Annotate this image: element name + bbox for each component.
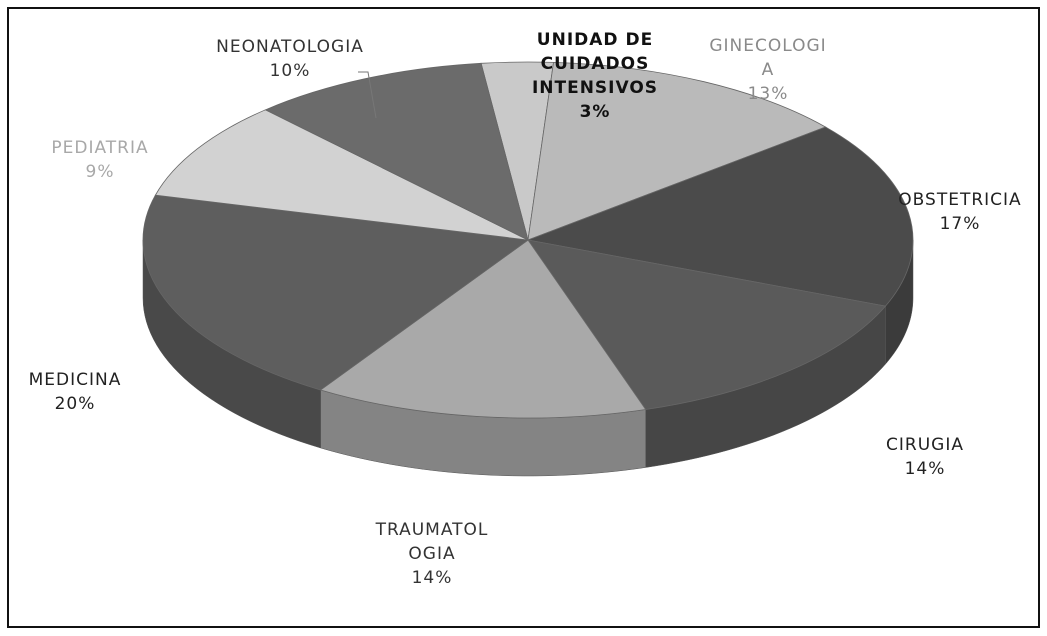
- value-label: 9%: [86, 162, 115, 182]
- value-label: 14%: [905, 459, 946, 479]
- category-label: GINECOLOGI A: [709, 36, 826, 80]
- category-label: MEDICINA: [29, 370, 122, 390]
- pie-slice: [527, 239, 887, 410]
- category-label: UNIDAD DE CUIDADOS INTENSIVOS: [532, 30, 658, 98]
- label-line: OGIA: [408, 544, 455, 564]
- label-line: INTENSIVOS: [532, 78, 658, 98]
- value-label: 10%: [270, 61, 311, 81]
- pie-slice: [264, 62, 529, 241]
- label-line: A: [762, 60, 775, 80]
- pie-slice: [319, 239, 647, 419]
- value-label: 20%: [55, 394, 96, 414]
- label-line: GINECOLOGI: [709, 36, 826, 56]
- leader-line: [358, 71, 377, 119]
- label-line: MEDICINA: [29, 370, 122, 390]
- category-label: NEONATOLOGIA: [216, 37, 364, 57]
- value-label: 3%: [580, 102, 611, 122]
- value-label: 14%: [412, 568, 453, 588]
- category-label: CIRUGIA: [886, 435, 964, 455]
- value-label: 17%: [940, 214, 981, 234]
- value-label: 13%: [748, 84, 789, 104]
- pie-slice: [526, 126, 914, 307]
- label-line: TRAUMATOL: [375, 520, 489, 540]
- label-line: PEDIATRIA: [51, 138, 148, 158]
- label-line: CIRUGIA: [886, 435, 964, 455]
- pie-slice: [527, 61, 827, 241]
- pie-slice: [154, 109, 529, 241]
- category-label: OBSTETRICIA: [898, 190, 1021, 210]
- category-label: PEDIATRIA: [51, 138, 148, 158]
- label-line: NEONATOLOGIA: [216, 37, 364, 57]
- label-line: OBSTETRICIA: [898, 190, 1021, 210]
- pie-slice: [142, 194, 530, 391]
- label-line: UNIDAD DE: [537, 30, 653, 50]
- category-label: TRAUMATOL OGIA: [375, 520, 489, 564]
- label-line: CUIDADOS: [541, 54, 650, 74]
